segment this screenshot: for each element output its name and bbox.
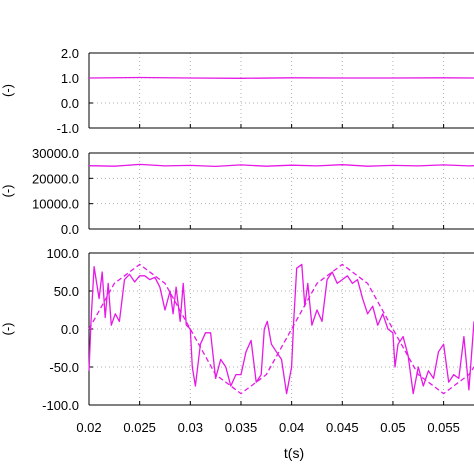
y-axis-label: (-) [0,323,15,336]
y-tick-label: 100.0 [46,246,79,261]
x-tick-label: 0.02 [76,420,101,435]
x-axis-label: t(s) [284,445,304,461]
y-axis-label: (-) [0,185,15,198]
x-tick-label: 0.055 [427,420,460,435]
x-tick-label: 0.03 [178,420,203,435]
y-tick-label: 50.0 [54,284,79,299]
series-line-solid [88,163,474,168]
y-tick-label: 10000.0 [32,197,79,212]
y-tick-label: 30000.0 [32,146,79,161]
y-tick-label: 2.0 [61,46,79,61]
x-tick-label: 0.05 [380,420,405,435]
x-tick-label: 0.035 [225,420,258,435]
y-tick-label: 20000.0 [32,171,79,186]
series-line-dashed [88,263,474,395]
x-tick-label: 0.025 [123,420,156,435]
series-line-solid [88,263,474,395]
upper-panel: -1.0 0.0 1.0 2.0 (-) [0,46,474,136]
middle-panel: 0.0 10000.0 20000.0 30000.0 (-) [0,146,474,237]
y-tick-label: 0.0 [61,96,79,111]
y-tick-label: 0.0 [61,322,79,337]
series-line-solid [88,76,474,79]
y-tick-label: -50.0 [49,360,79,375]
y-axis-label: (-) [0,84,15,97]
y-tick-label: 0.0 [61,222,79,237]
y-tick-label: 1.0 [61,71,79,86]
x-tick-label: 0.045 [326,420,359,435]
y-tick-label: -1.0 [57,121,79,136]
lower-panel: 0.02 0.025 0.03 0.035 0.04 0.045 0.05 0.055 -100… [0,246,474,435]
y-tick-label: -100.0 [42,398,79,413]
x-tick-label: 0.04 [279,420,304,435]
